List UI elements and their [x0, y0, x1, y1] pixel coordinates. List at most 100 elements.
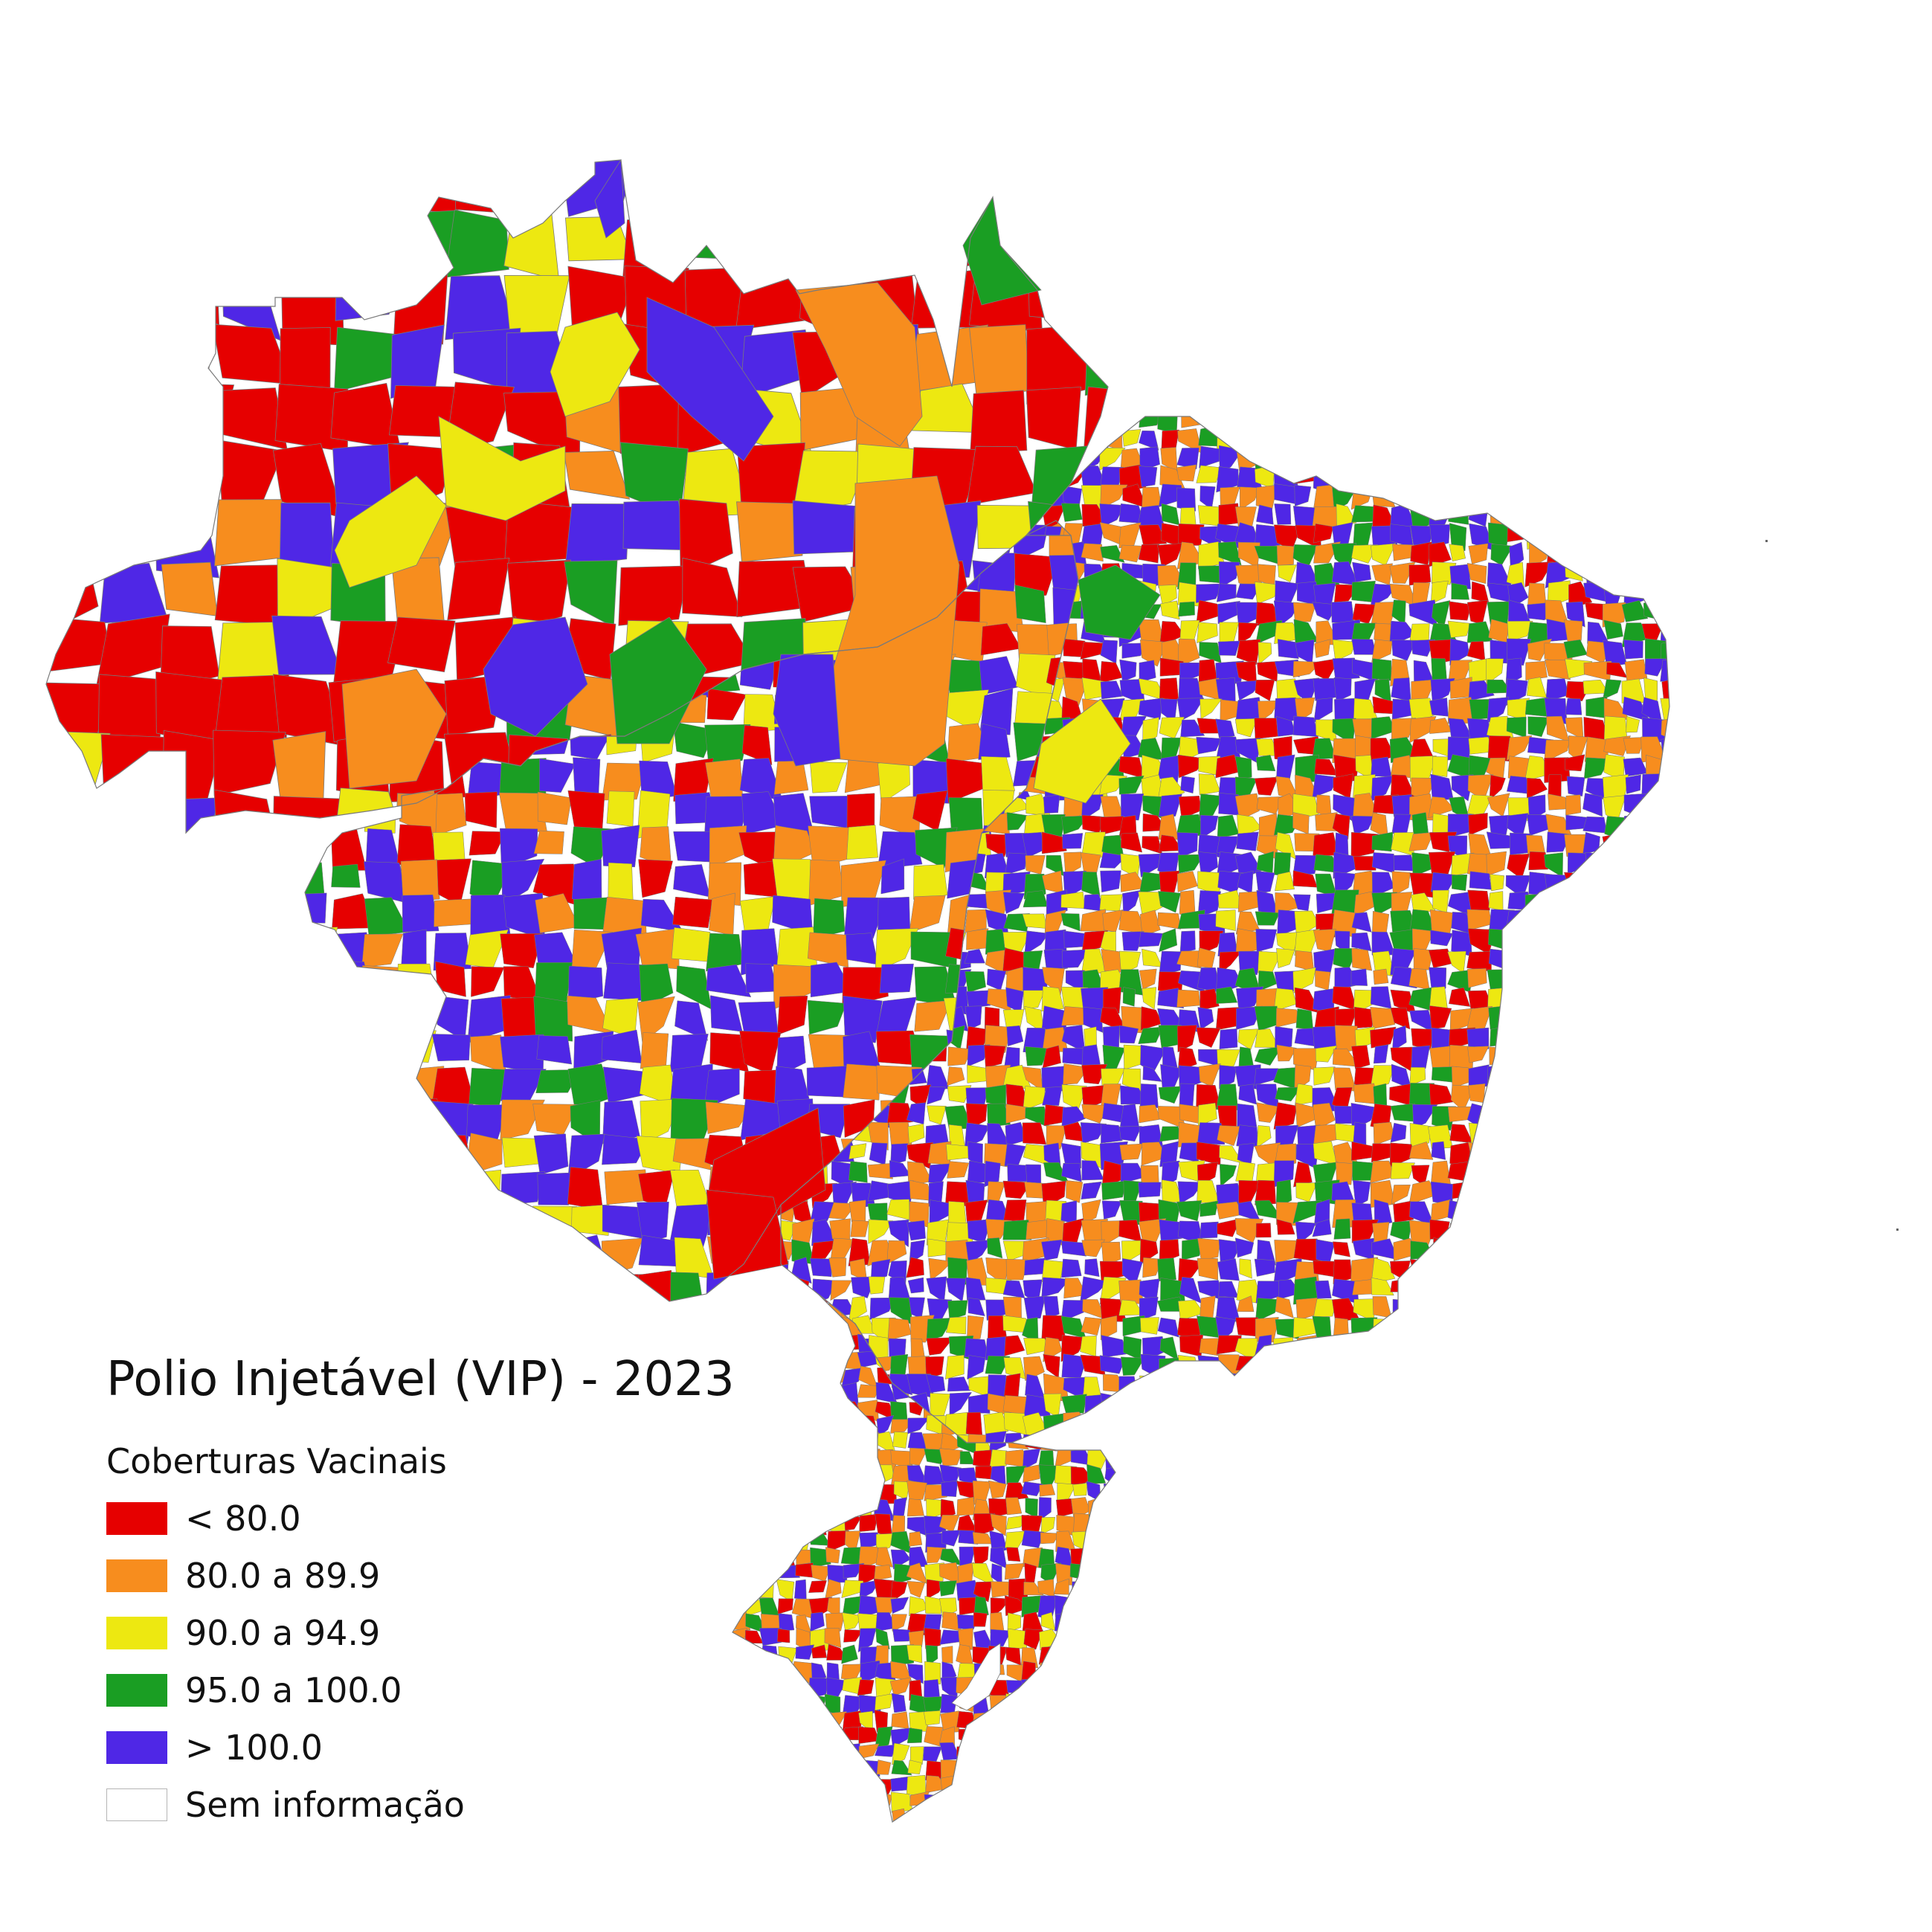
municipality [1278, 564, 1297, 583]
municipality [1105, 1415, 1115, 1431]
municipality [1102, 1677, 1115, 1698]
municipality [891, 1711, 909, 1729]
municipality [1002, 1220, 1032, 1240]
municipality [501, 858, 545, 907]
municipality [1565, 601, 1585, 628]
municipality [1313, 1298, 1337, 1318]
municipality [1119, 1412, 1146, 1440]
municipality [1583, 416, 1600, 425]
municipality [925, 1374, 946, 1394]
municipality [160, 268, 221, 342]
municipality [909, 1809, 931, 1822]
municipality [1471, 581, 1490, 604]
municipality [46, 387, 115, 454]
municipality [1642, 794, 1662, 819]
municipality [1488, 891, 1504, 911]
municipality [1256, 504, 1274, 525]
municipality [1038, 1497, 1052, 1522]
municipality [1391, 640, 1417, 661]
municipality [1277, 1412, 1298, 1434]
municipality [958, 1728, 979, 1746]
municipality [1177, 1181, 1204, 1205]
municipality [536, 1237, 581, 1284]
municipality [1315, 1280, 1332, 1299]
municipality [1449, 1338, 1464, 1360]
municipality [397, 963, 436, 1001]
municipality [1236, 831, 1259, 851]
municipality [1139, 446, 1160, 472]
municipality [1069, 1776, 1086, 1797]
municipality [1603, 679, 1622, 700]
municipality [1391, 871, 1411, 897]
municipality [1640, 968, 1661, 993]
municipality [1563, 872, 1586, 892]
municipality [1449, 544, 1466, 561]
municipality [1102, 1648, 1115, 1665]
municipality [1622, 930, 1643, 950]
municipality [1487, 697, 1510, 724]
municipality [1007, 1164, 1029, 1182]
municipality [1564, 416, 1585, 435]
municipality [825, 1333, 846, 1349]
municipality [1041, 1827, 1060, 1841]
municipality [1070, 1808, 1094, 1822]
municipality [1508, 1414, 1525, 1437]
municipality [1529, 1375, 1547, 1403]
municipality [1352, 1237, 1374, 1260]
municipality [1640, 852, 1666, 871]
municipality [1467, 447, 1492, 466]
municipality [1545, 1336, 1568, 1361]
municipality [1486, 851, 1507, 877]
municipality [223, 160, 270, 228]
municipality [1660, 659, 1669, 682]
municipality [1089, 1579, 1108, 1597]
municipality [1293, 1412, 1310, 1433]
municipality [843, 1063, 880, 1101]
municipality [1277, 447, 1302, 474]
municipality [1118, 775, 1144, 795]
municipality [1641, 1179, 1664, 1205]
municipality [1660, 853, 1669, 880]
municipality [1061, 949, 1089, 968]
municipality [1037, 1808, 1056, 1822]
municipality [1103, 987, 1122, 1014]
municipality [1236, 1395, 1263, 1417]
municipality [1429, 1392, 1454, 1414]
municipality [973, 1611, 988, 1627]
municipality [1586, 929, 1606, 950]
municipality [1584, 1414, 1609, 1437]
municipality [1371, 1257, 1396, 1284]
municipality [1090, 219, 1108, 288]
municipality [1120, 1728, 1141, 1744]
municipality [1585, 1316, 1606, 1339]
municipality [1389, 445, 1410, 469]
municipality [550, 312, 640, 417]
municipality [670, 1169, 711, 1207]
municipality [1292, 602, 1316, 622]
municipality [606, 790, 635, 827]
municipality [431, 1134, 471, 1164]
municipality [1604, 1142, 1620, 1160]
municipality [1197, 1102, 1217, 1127]
municipality [1119, 1825, 1139, 1846]
municipality [1119, 1482, 1136, 1503]
municipality [1353, 428, 1374, 454]
municipality [637, 996, 675, 1043]
municipality [1623, 872, 1648, 897]
municipality [1139, 1432, 1156, 1443]
municipality [1157, 543, 1184, 568]
municipality [305, 927, 338, 973]
municipality [1567, 1296, 1588, 1322]
municipality [945, 1355, 965, 1379]
municipality [214, 674, 289, 738]
municipality [329, 1304, 371, 1351]
municipality [1545, 1394, 1569, 1419]
municipality [1081, 1181, 1102, 1200]
municipality [1488, 928, 1510, 952]
municipality [1080, 909, 1107, 932]
municipality [1007, 1742, 1025, 1765]
municipality [1120, 1810, 1140, 1829]
municipality [1469, 484, 1484, 512]
municipality [848, 1295, 867, 1324]
municipality [1527, 1353, 1549, 1377]
